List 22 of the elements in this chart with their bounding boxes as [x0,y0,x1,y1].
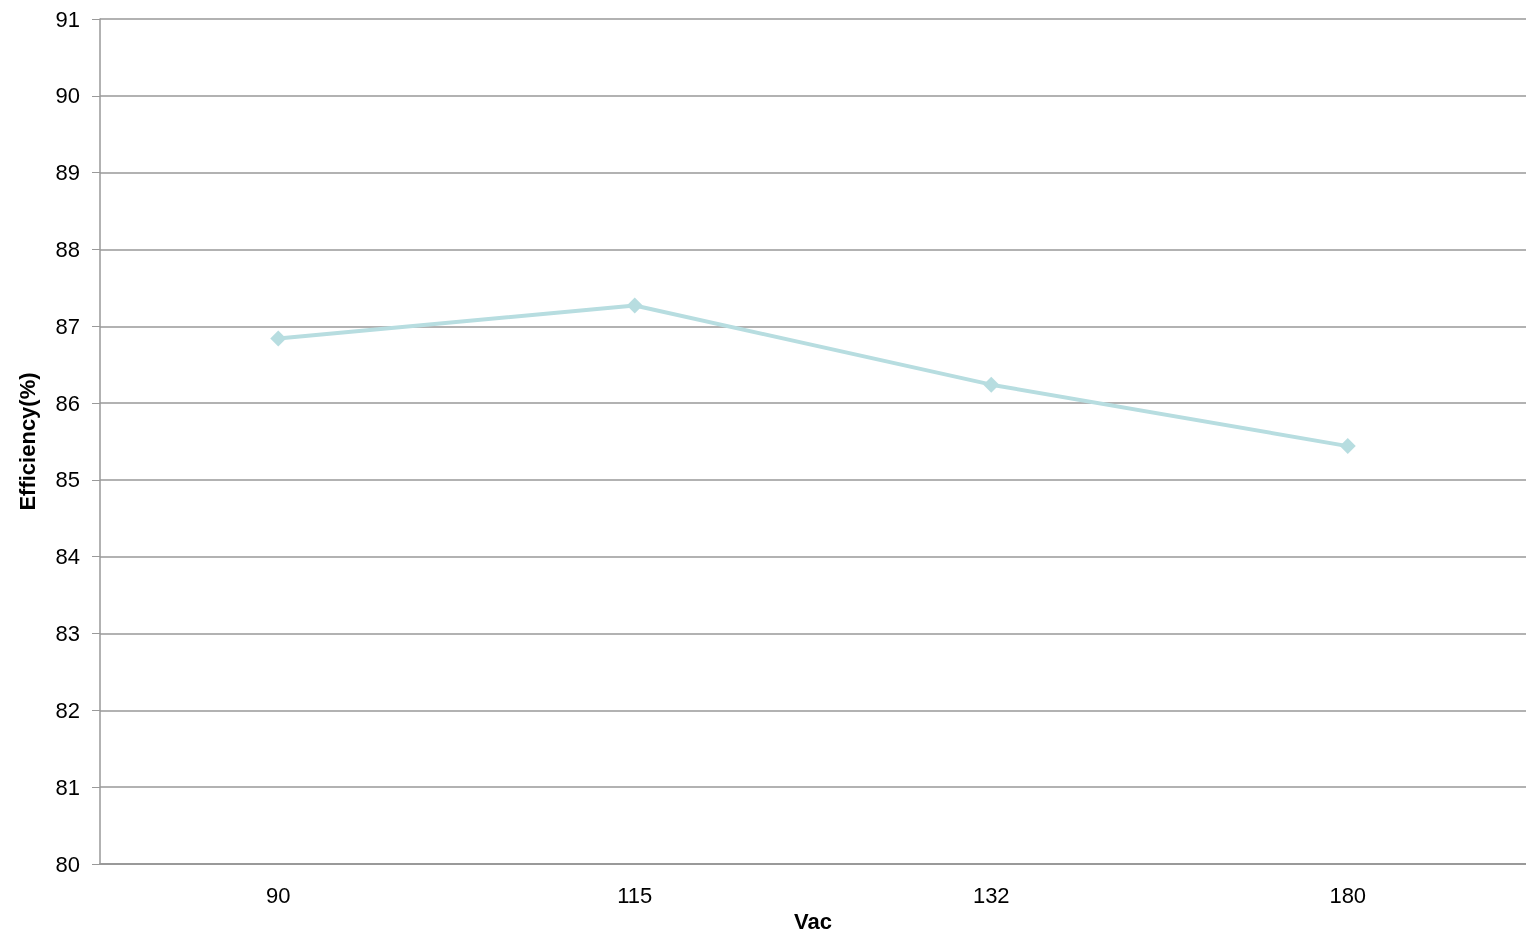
y-tick-label: 83 [55,621,80,647]
y-tick-label: 86 [55,390,80,416]
y-axis-title: Efficiency(%) [14,372,40,511]
point [270,330,287,347]
y-tick-label: 82 [55,697,80,723]
y-tick-label: 84 [55,544,80,570]
x-tick-label: 90 [266,882,291,908]
y-tick-label: 90 [55,83,80,109]
y-tick-label: 88 [55,236,80,262]
point [1339,438,1356,455]
x-tick-label: 132 [972,882,1010,908]
x-tick-label: 115 [617,882,653,908]
x-tick-label: 180 [1329,882,1367,908]
y-tick-label: 87 [55,313,80,339]
x-axis-title: Vac [794,909,832,935]
y-tick-label: 89 [55,160,80,186]
point [626,297,643,314]
point [983,376,1000,393]
y-tick-label: 91 [55,6,80,32]
y-tick-label: 85 [55,467,80,493]
y-tick-label: 80 [55,851,80,877]
y-tick-label: 81 [55,774,80,800]
